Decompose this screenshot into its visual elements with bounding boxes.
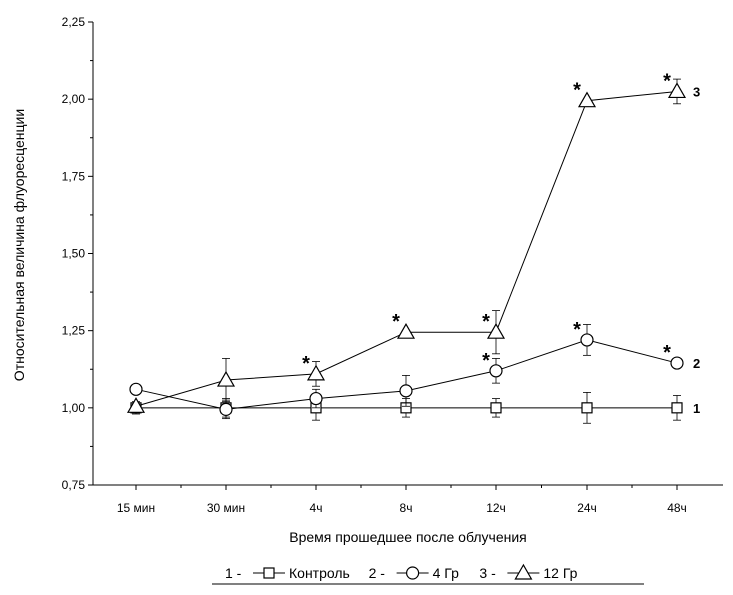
series-number-label: 1 [693,401,700,416]
data-point [671,402,683,414]
series-1: 1 [130,391,700,424]
data-point [306,364,326,381]
significance-star: * [663,342,671,364]
data-point [126,397,146,413]
data-point [129,382,143,396]
data-point [486,323,506,339]
y-tick-label: 2,25 [62,15,86,29]
series-number-label: 2 [693,356,700,371]
y-tick-label: 0,75 [62,478,86,492]
significance-star: * [482,311,490,333]
legend-prefix: 3 - [479,565,496,581]
series-line [135,90,678,407]
significance-star: * [573,80,581,102]
data-point [219,402,233,416]
data-point [489,364,503,378]
y-tick-label: 1,50 [62,247,86,261]
legend-series-name: Контроль [289,565,350,581]
x-tick-label: 30 мин [207,501,245,515]
y-tick-label: 1,75 [62,169,86,183]
axes [92,22,723,486]
data-point [577,91,597,108]
legend-marker [514,563,533,580]
data-point [396,323,416,339]
legend-item-1: 1 - Контроль [225,565,350,581]
x-tick-label: 8ч [400,501,413,515]
x-axis-title: Время прошедшее после облучения [289,529,527,545]
data-point [490,402,502,414]
y-ticks: 0,75 1,00 1,25 1,50 1,75 2,00 2,25 [62,15,93,492]
significance-star: * [392,311,400,333]
legend-marker [406,566,420,580]
significance-star: * [302,353,310,375]
data-point [216,370,236,387]
series-3: * * * * * 3 [126,70,700,413]
legend-prefix: 2 - [369,565,386,581]
legend-series-name: 12 Гр [543,565,577,581]
data-point [581,402,593,414]
y-tick-label: 1,25 [62,324,86,338]
legend-prefix: 1 - [225,565,242,581]
series-2: * * * 2 [129,319,700,420]
series-number-label: 3 [693,84,700,99]
x-tick-label: 15 мин [117,501,155,515]
legend: 1 - Контроль 2 - 4 Гр 3 - 12 Гр [212,563,644,585]
data-point [670,356,684,370]
y-axis-title: Относительная величина флуоресценции [11,109,27,381]
legend-marker [263,567,275,579]
data-point [309,391,323,406]
significance-star: * [482,350,490,372]
x-tick-label: 4ч [310,501,323,515]
legend-series-name: 4 Гр [433,565,459,581]
legend-item-3: 3 - 12 Гр [479,563,578,581]
significance-star: * [573,319,581,341]
y-tick-label: 1,00 [62,401,86,415]
series-layer: 1 * * * 2 * * * * * 3 [126,70,700,424]
data-point [580,333,594,347]
legend-item-2: 2 - 4 Гр [369,565,459,581]
data-point [399,384,413,398]
data-point [667,82,687,99]
y-tick-label: 2,00 [62,92,86,106]
x-tick-label: 48ч [667,501,687,515]
significance-star: * [663,70,671,92]
x-ticks: 15 мин 30 мин 4ч 8ч 12ч 24ч 48ч [117,485,687,515]
x-tick-label: 24ч [577,501,597,515]
x-tick-label: 12ч [486,501,506,515]
